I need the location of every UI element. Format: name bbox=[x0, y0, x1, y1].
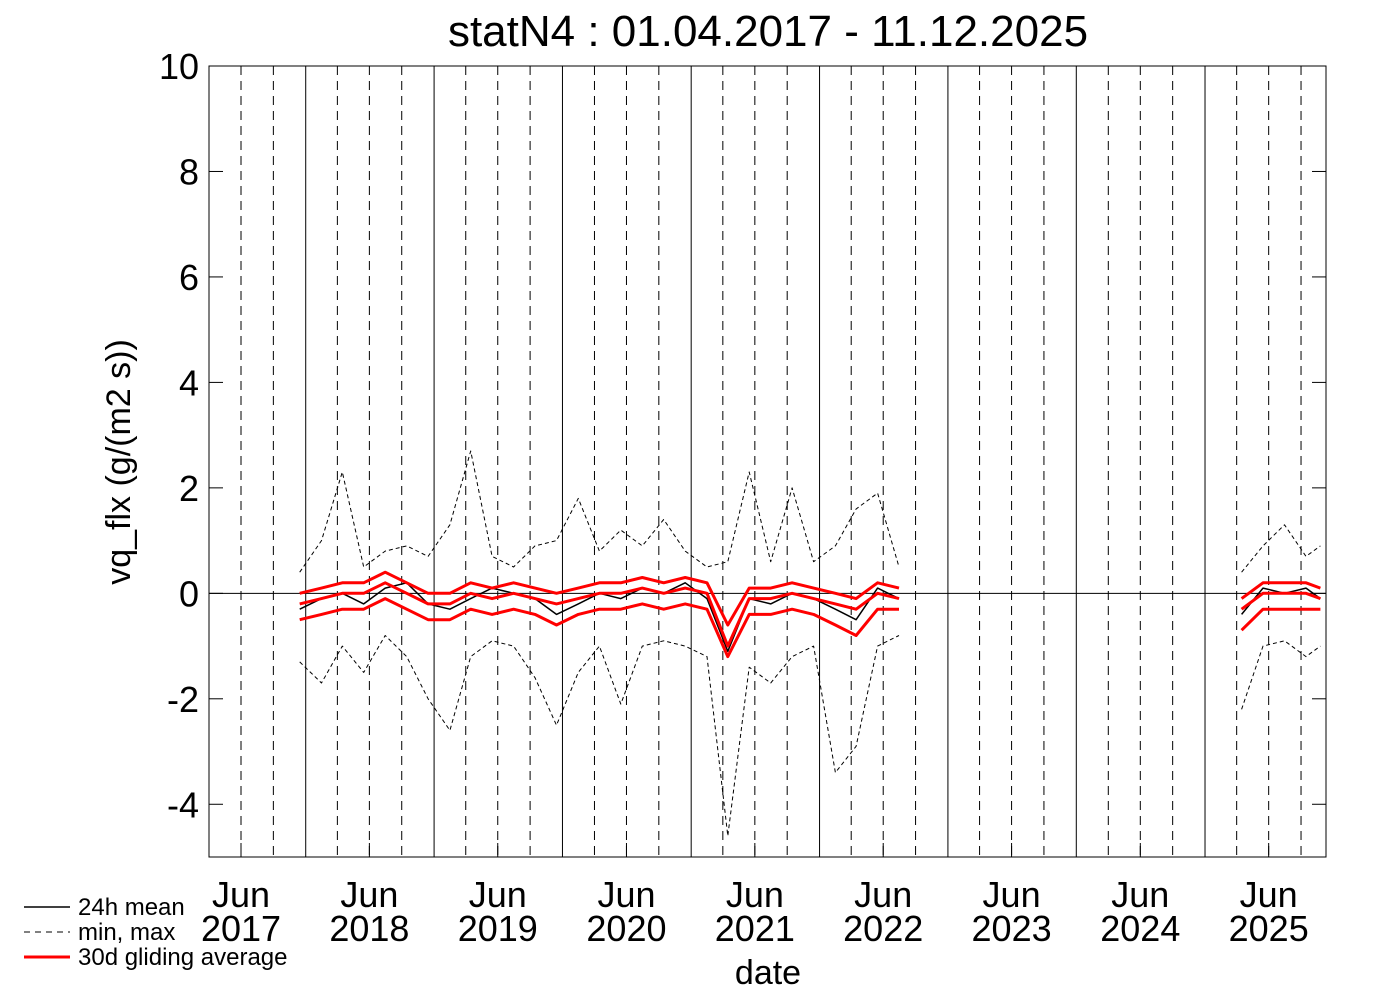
y-tick-label: -2 bbox=[167, 679, 199, 720]
x-tick-label: Jun 2024 bbox=[1100, 874, 1180, 949]
y-tick-label: 10 bbox=[159, 46, 199, 87]
series-line bbox=[299, 450, 1321, 573]
x-tick-label-line: Jun bbox=[469, 874, 527, 915]
x-tick-label-line: 2023 bbox=[972, 908, 1052, 949]
y-axis-label: vq_flx (g/(m2 s)) bbox=[100, 339, 138, 585]
x-tick-label-line: Jun bbox=[726, 874, 784, 915]
x-tick-label-line: 2019 bbox=[458, 908, 538, 949]
x-tick-label-line: 2017 bbox=[201, 908, 281, 949]
x-axis-label: date bbox=[735, 954, 801, 992]
y-tick-label: 0 bbox=[179, 573, 199, 614]
x-tick-label: Jun 2021 bbox=[715, 874, 795, 949]
y-tick-label: 6 bbox=[179, 257, 199, 298]
x-tick-label-line: 2022 bbox=[843, 908, 923, 949]
y-tick-label: 8 bbox=[179, 151, 199, 192]
x-tick-label: Jun 2017 bbox=[201, 874, 281, 949]
x-tick-label-line: 2024 bbox=[1100, 908, 1180, 949]
legend-label: 24h mean bbox=[78, 894, 185, 921]
y-tick-label: 4 bbox=[179, 362, 199, 403]
y-tick-label: 2 bbox=[179, 468, 199, 509]
x-tick-label-line: Jun bbox=[1111, 874, 1169, 915]
legend-label: min, max bbox=[78, 919, 175, 946]
x-tick-label: Jun 2023 bbox=[972, 874, 1052, 949]
x-tick-label: Jun 2019 bbox=[458, 874, 538, 949]
series-line bbox=[299, 570, 1321, 627]
series-line bbox=[299, 597, 1321, 659]
x-tick-label-line: Jun bbox=[983, 874, 1041, 915]
x-tick-label-line: 2021 bbox=[715, 908, 795, 949]
plot-frame bbox=[208, 65, 1327, 858]
x-tick-label-line: Jun bbox=[340, 874, 398, 915]
x-tick-label-line: 2020 bbox=[586, 908, 666, 949]
x-tick-label: Jun 2020 bbox=[586, 874, 666, 949]
x-tick-label: Jun 2018 bbox=[329, 874, 409, 949]
series-line bbox=[299, 581, 1321, 648]
x-tick-label-line: 2018 bbox=[329, 908, 409, 949]
x-tick-label-line: 2025 bbox=[1229, 908, 1309, 949]
chart-title: statN4 : 01.04.2017 - 11.12.2025 bbox=[448, 7, 1088, 56]
x-tick-label: Jun 2022 bbox=[843, 874, 923, 949]
series-line bbox=[299, 635, 1321, 837]
x-tick-label-line: Jun bbox=[854, 874, 912, 915]
x-tick-label: Jun 2025 bbox=[1229, 874, 1309, 949]
x-tick-label-line: Jun bbox=[1240, 874, 1298, 915]
x-tick-label-line: Jun bbox=[212, 874, 270, 915]
legend-label: 30d gliding average bbox=[78, 944, 288, 971]
x-tick-label-line: Jun bbox=[597, 874, 655, 915]
y-tick-label: -4 bbox=[167, 784, 199, 825]
